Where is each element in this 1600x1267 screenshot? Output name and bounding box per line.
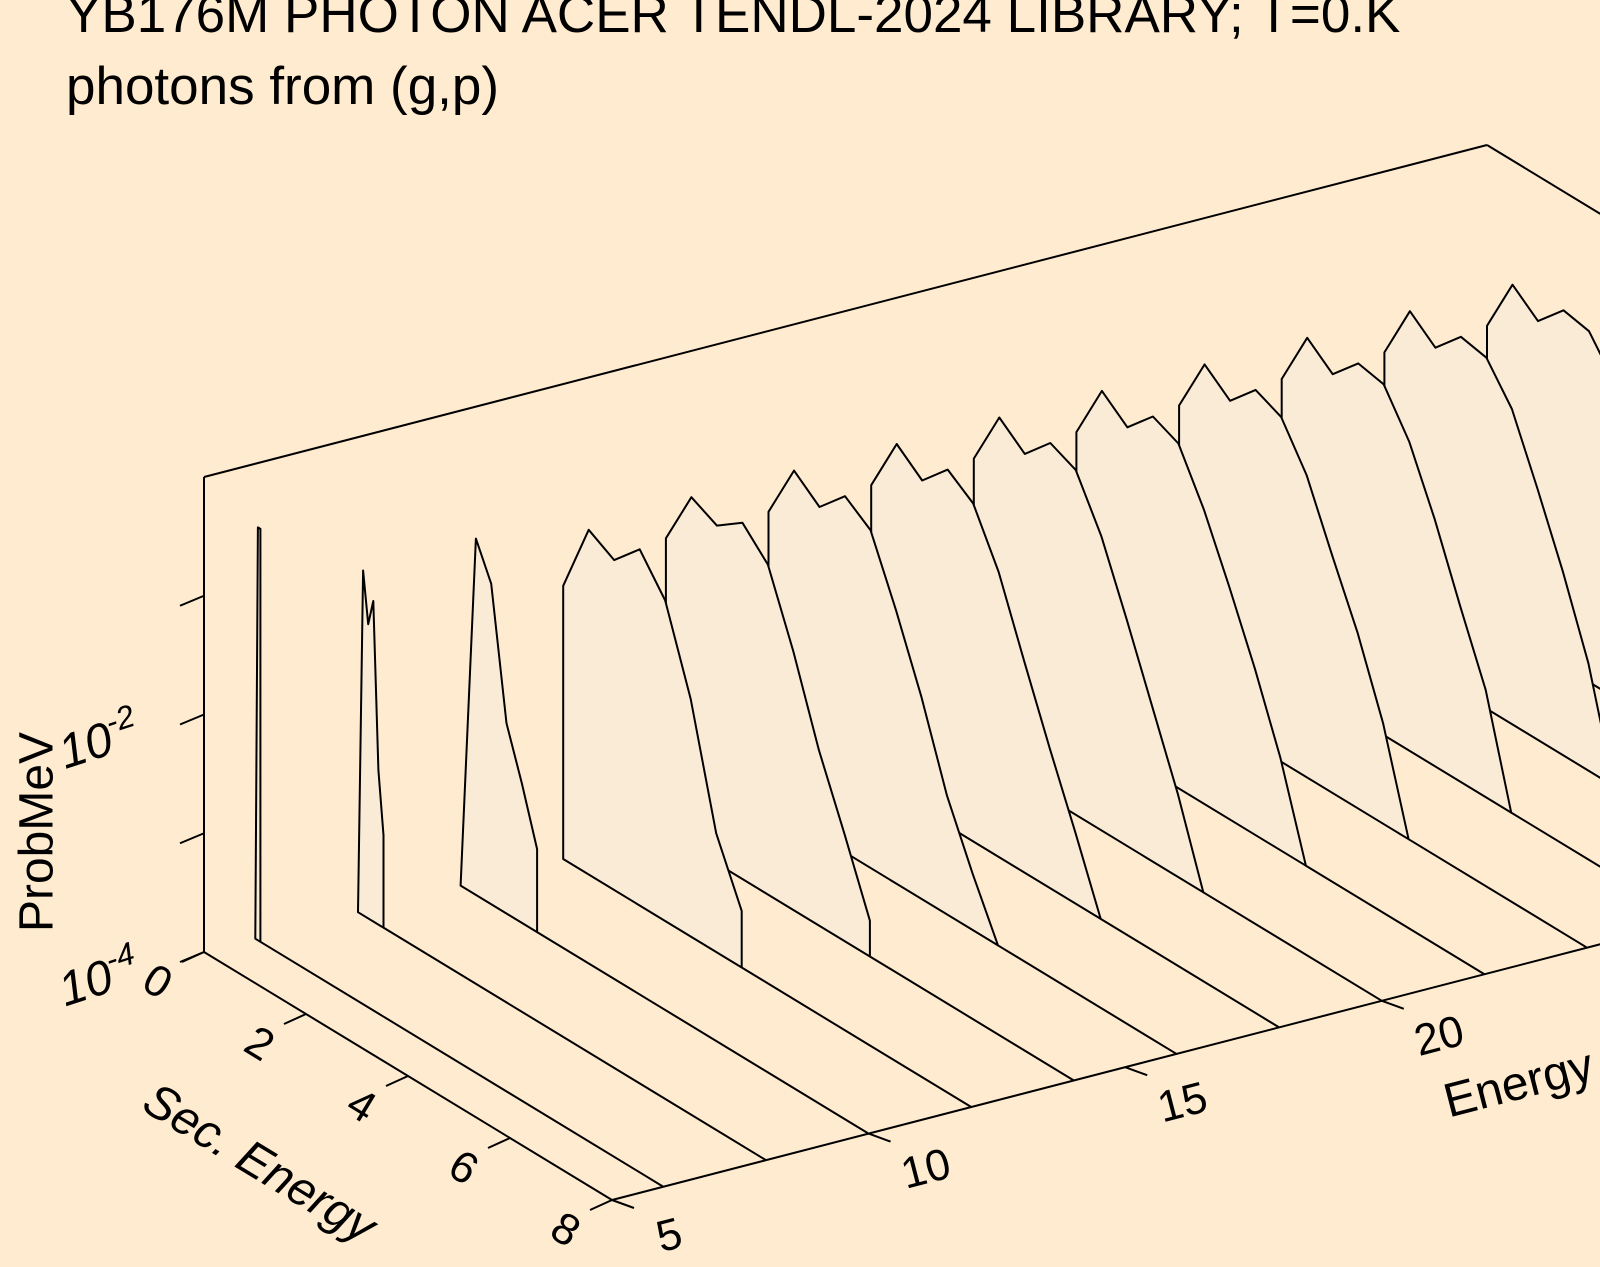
z-axis-label: ProbMeV	[11, 732, 64, 932]
y-tick-20	[1381, 999, 1405, 1010]
series-baseline-12mev	[741, 966, 972, 1108]
series-baseline-10mev	[536, 931, 870, 1135]
y-tick-10	[868, 1132, 891, 1143]
x-tick-2	[283, 1013, 307, 1025]
x-tick-label-4: 4	[338, 1078, 384, 1133]
y-tick-label-5: 5	[651, 1208, 687, 1262]
series-curve-6mev	[254, 526, 262, 943]
z-tick-label-1: 10-2	[50, 697, 147, 779]
series-baseline-20mev	[1202, 891, 1383, 1002]
y-axis-label: Energy (MeV)	[1438, 1003, 1600, 1129]
series-baseline-8mev	[382, 926, 767, 1162]
z-minor-tick-1	[179, 594, 205, 607]
x-tick-label-6: 6	[440, 1140, 486, 1195]
series-baseline-26mev	[1510, 811, 1600, 868]
series-baseline-14mev	[869, 955, 1075, 1082]
series-curve-10mev	[459, 537, 539, 934]
series-baseline-6mev	[259, 940, 664, 1188]
series-curve-12mev	[562, 528, 743, 969]
x-tick-label-2: 2	[236, 1016, 282, 1071]
series-baseline-18mev	[1100, 918, 1280, 1029]
x-tick-6	[487, 1137, 511, 1149]
series-curve-8mev	[357, 569, 385, 929]
y-tick-label-15: 15	[1153, 1073, 1213, 1133]
back-top-edge	[203, 144, 1488, 478]
x-tick-label-8: 8	[542, 1202, 588, 1257]
z-tick-0	[179, 951, 205, 963]
z-minor-tick-0	[179, 832, 205, 845]
series-group	[254, 283, 1600, 1188]
z-tick-1	[179, 713, 205, 726]
y-tick-label-20: 20	[1409, 1006, 1469, 1066]
series-baseline-16mev	[997, 944, 1178, 1055]
chart-subtitle: photons from (g,p)	[66, 57, 500, 116]
x-tick-8	[589, 1199, 613, 1211]
y-axis-line	[611, 943, 1600, 1201]
chart-title: YB176M PHOTON ACER TENDL-2024 LIBRARY; T…	[66, 0, 1401, 44]
x-tick-4	[385, 1075, 409, 1087]
series-baseline-22mev	[1305, 864, 1485, 976]
y-tick-label-10: 10	[896, 1139, 956, 1199]
z-tick-label-0: 10-4	[50, 935, 146, 1017]
x-tick-label-0: 0	[134, 954, 180, 1009]
series-baseline-24mev	[1408, 838, 1588, 949]
right-top-edge	[1486, 144, 1600, 215]
y-tick-15	[1124, 1066, 1148, 1077]
y-tick-5	[611, 1199, 635, 1209]
